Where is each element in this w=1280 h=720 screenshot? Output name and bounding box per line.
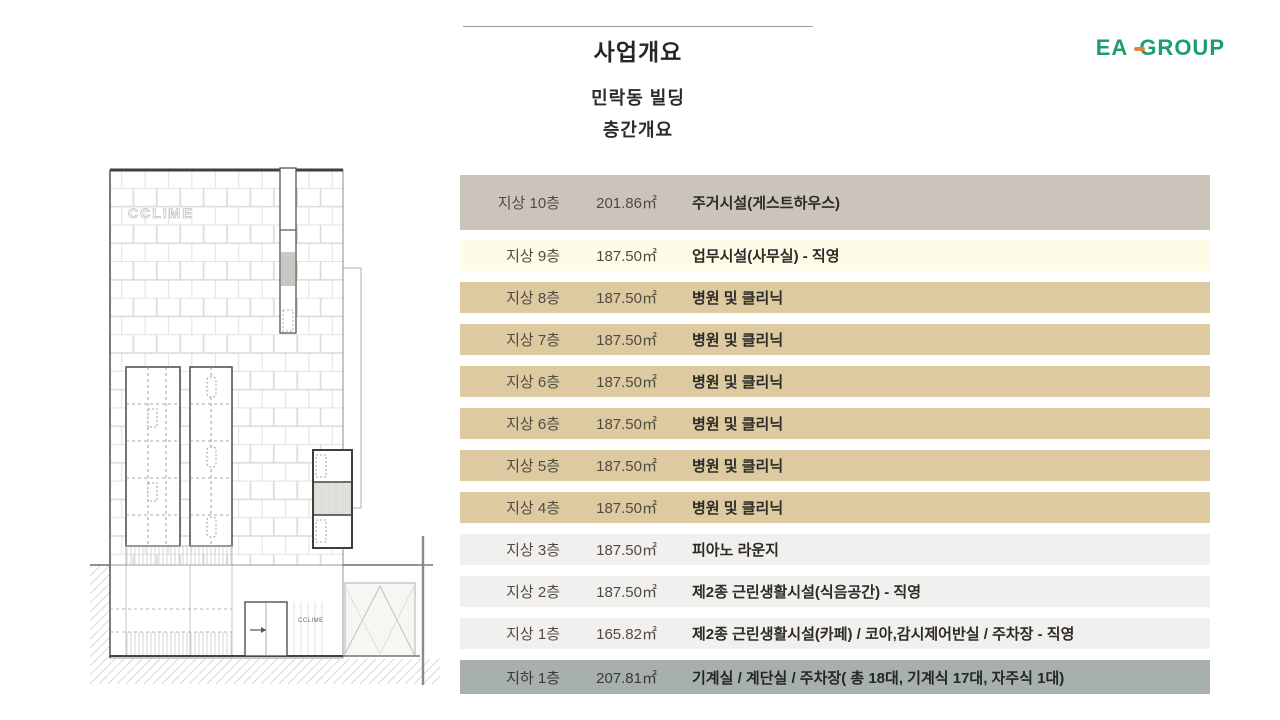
floor-label: 지상 6층 (506, 416, 560, 433)
floor-row: 지상 7층 187.50㎡ 병원 및 클리닉 (460, 324, 1210, 355)
logo-ea-text: EA (1095, 35, 1129, 60)
floor-label: 지상 4층 (506, 500, 560, 517)
side-window-box (312, 449, 353, 549)
entrance-arrow-icon (250, 627, 266, 633)
floor-label: 지상 1층 (506, 626, 560, 643)
area-value: 187.50㎡ (596, 374, 657, 391)
area-value: 187.50㎡ (596, 248, 657, 265)
use-label: 병원 및 클리닉 (692, 290, 784, 307)
floor-label: 지상 6층 (506, 374, 560, 391)
area-value: 187.50㎡ (596, 290, 657, 307)
floor-row: 지상 4층 187.50㎡ 병원 및 클리닉 (460, 492, 1210, 523)
use-label: 주거시설(게스트하우스) (692, 195, 840, 212)
floor-label: 지상 3층 (506, 542, 560, 559)
floor-label: 지상 5층 (506, 458, 560, 475)
area-value: 187.50㎡ (596, 542, 657, 559)
area-value: 187.50㎡ (596, 584, 657, 601)
facade-brand-sign: CCLIME (128, 205, 194, 221)
floor-row: 지상 6층 187.50㎡ 병원 및 클리닉 (460, 408, 1210, 439)
floor-label: 지하 1층 (506, 669, 560, 687)
building-name: 민락동 빌딩 (591, 88, 685, 108)
floor-label: 지상 2층 (506, 584, 560, 601)
use-label: 제2종 근린생활시설(식음공간) - 직영 (692, 584, 922, 601)
window-strip-left (125, 366, 181, 547)
floor-label: 지상 9층 (506, 248, 560, 265)
floor-row: 지상 8층 187.50㎡ 병원 및 클리닉 (460, 282, 1210, 313)
ground-hatch-left (90, 566, 110, 659)
floor-label: 지상 7층 (506, 332, 560, 349)
floor-row: 지상 6층 187.50㎡ 병원 및 클리닉 (460, 366, 1210, 397)
entrance-brand-sign: CCLIME (298, 618, 324, 624)
floor-row: 지상 9층 187.50㎡ 업무시설(사무실) - 직영 (460, 240, 1210, 271)
use-label: 병원 및 클리닉 (692, 416, 784, 433)
use-label: 피아노 라운지 (692, 542, 779, 559)
use-label: 기계실 / 계단실 / 주차장( 총 18대, 기계식 17대, 자주식 1대) (692, 669, 1065, 687)
use-label: 제2종 근린생활시설(카페) / 코아,감시제어반실 / 주차장 - 직영 (692, 626, 1075, 643)
area-value: 187.50㎡ (596, 416, 657, 433)
use-label: 병원 및 클리닉 (692, 500, 784, 517)
louver-band (125, 545, 233, 566)
logo-dash-icon (1134, 47, 1146, 51)
ea-group-logo: EA GROUP (1095, 35, 1225, 60)
floor-label: 지상 10층 (497, 195, 560, 212)
gable-structure (343, 582, 420, 657)
floor-overview-table: 지상 10층 201.86㎡ 주거시설(게스트하우스) 지상 9층 187.50㎡ 업무시… (460, 175, 1210, 694)
ground-hatch (90, 659, 440, 684)
area-value: 165.82㎡ (596, 626, 657, 643)
use-label: 병원 및 클리닉 (692, 332, 784, 349)
title-divider (463, 26, 813, 27)
floor-label: 지상 8층 (506, 290, 560, 307)
floor-row: 지상 3층 187.50㎡ 피아노 라운지 (460, 534, 1210, 565)
area-value: 187.50㎡ (596, 332, 657, 349)
floor-row: 지하 1층 207.81㎡ 기계실 / 계단실 / 주차장( 총 18대, 기계식 … (460, 660, 1210, 694)
entrance-door (244, 601, 288, 657)
floor-row: 지상 2층 187.50㎡ 제2종 근린생활시설(식음공간) - 직영 (460, 576, 1210, 607)
floor-row: 지상 10층 201.86㎡ 주거시설(게스트하우스) (460, 175, 1210, 230)
window-strip-right (189, 366, 233, 547)
area-value: 201.86㎡ (596, 195, 657, 212)
boundary-pole (417, 536, 431, 685)
use-label: 업무시설(사무실) - 직영 (692, 248, 840, 265)
floor-row: 지상 1층 165.82㎡ 제2종 근린생활시설(카페) / 코아,감시제어반실 /… (460, 618, 1210, 649)
base-details (110, 565, 343, 658)
building-elevation-drawing: CCLIME (90, 167, 440, 685)
area-value: 187.50㎡ (596, 458, 657, 475)
logo-group-text: GROUP (1139, 35, 1225, 60)
roof-slot (279, 167, 297, 334)
use-label: 병원 및 클리닉 (692, 458, 784, 475)
area-value: 207.81㎡ (596, 669, 657, 687)
floor-row: 지상 5층 187.50㎡ 병원 및 클리닉 (460, 450, 1210, 481)
section-subtitle: 층간개요 (602, 120, 674, 140)
page-title: 사업개요 (593, 39, 683, 65)
area-value: 187.50㎡ (596, 500, 657, 517)
use-label: 병원 및 클리닉 (692, 374, 784, 391)
